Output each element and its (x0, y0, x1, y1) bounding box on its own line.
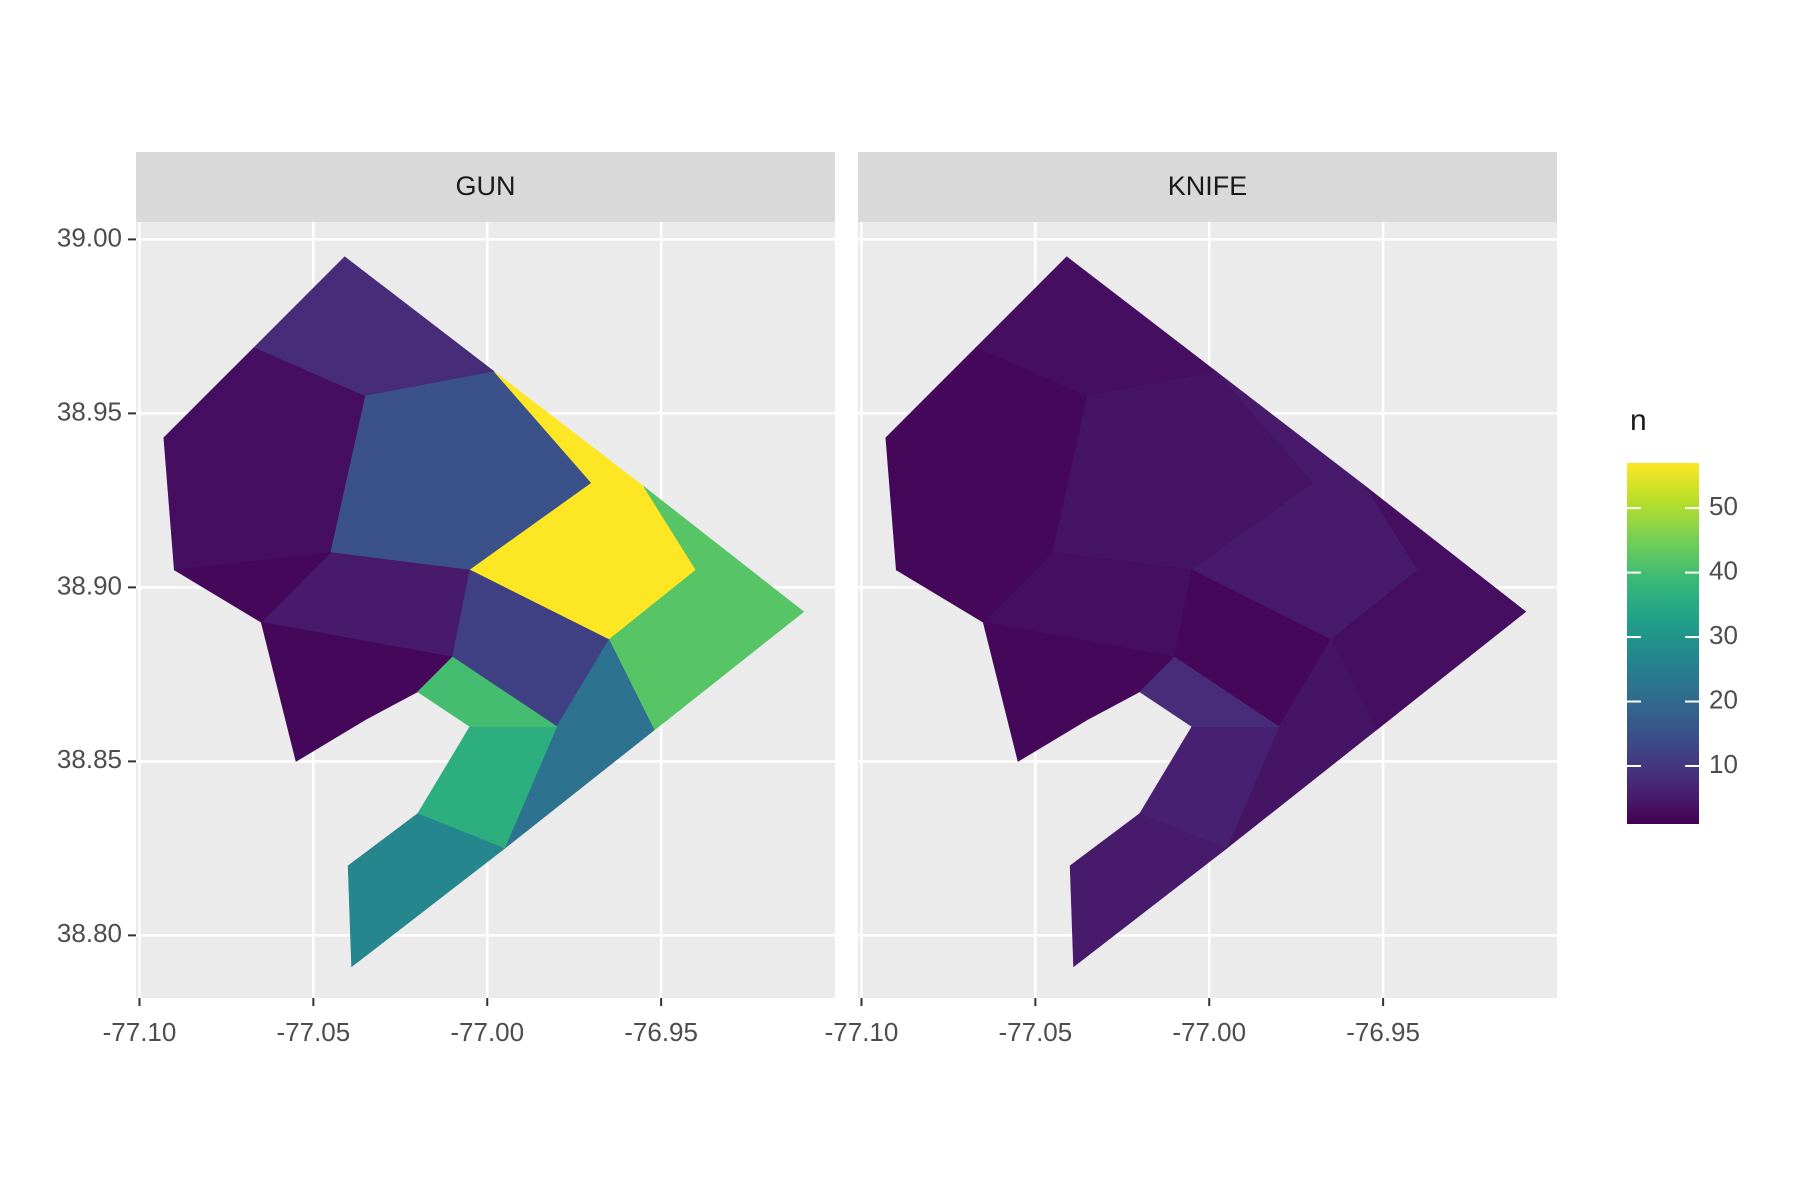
region (1069, 813, 1228, 968)
region (1139, 656, 1280, 727)
y-tick-label: 39.00 (57, 222, 122, 252)
y-tick-label: 38.90 (57, 570, 122, 600)
region (982, 621, 1176, 762)
legend-tick-label: 10 (1709, 749, 1738, 779)
legend-tick-label: 50 (1709, 491, 1738, 521)
legend-tick-label: 20 (1709, 684, 1738, 714)
strip-background (136, 152, 835, 222)
region (417, 656, 558, 727)
x-tick-label: -76.95 (624, 1017, 698, 1047)
strip-background (858, 152, 1557, 222)
facet-label: GUN (456, 171, 516, 201)
legend-tick-label: 30 (1709, 620, 1738, 650)
x-tick-label: -77.10 (103, 1017, 177, 1047)
x-tick-label: -77.05 (276, 1017, 350, 1047)
region (895, 552, 1054, 623)
region (260, 621, 454, 762)
x-tick-label: -77.05 (998, 1017, 1072, 1047)
facet-label: KNIFE (1168, 171, 1248, 201)
x-tick-label: -77.00 (1172, 1017, 1246, 1047)
x-tick-label: -77.10 (825, 1017, 899, 1047)
y-tick-label: 38.80 (57, 918, 122, 948)
legend-tick-label: 40 (1709, 555, 1738, 585)
region (1330, 486, 1527, 731)
region (347, 813, 506, 968)
x-tick-label: -77.00 (450, 1017, 524, 1047)
colorbar (1627, 463, 1699, 824)
y-tick-label: 38.95 (57, 396, 122, 426)
y-tick-label: 38.85 (57, 744, 122, 774)
legend-title: n (1630, 404, 1647, 437)
region (608, 486, 805, 731)
x-tick-label: -76.95 (1346, 1017, 1420, 1047)
region (173, 552, 332, 623)
